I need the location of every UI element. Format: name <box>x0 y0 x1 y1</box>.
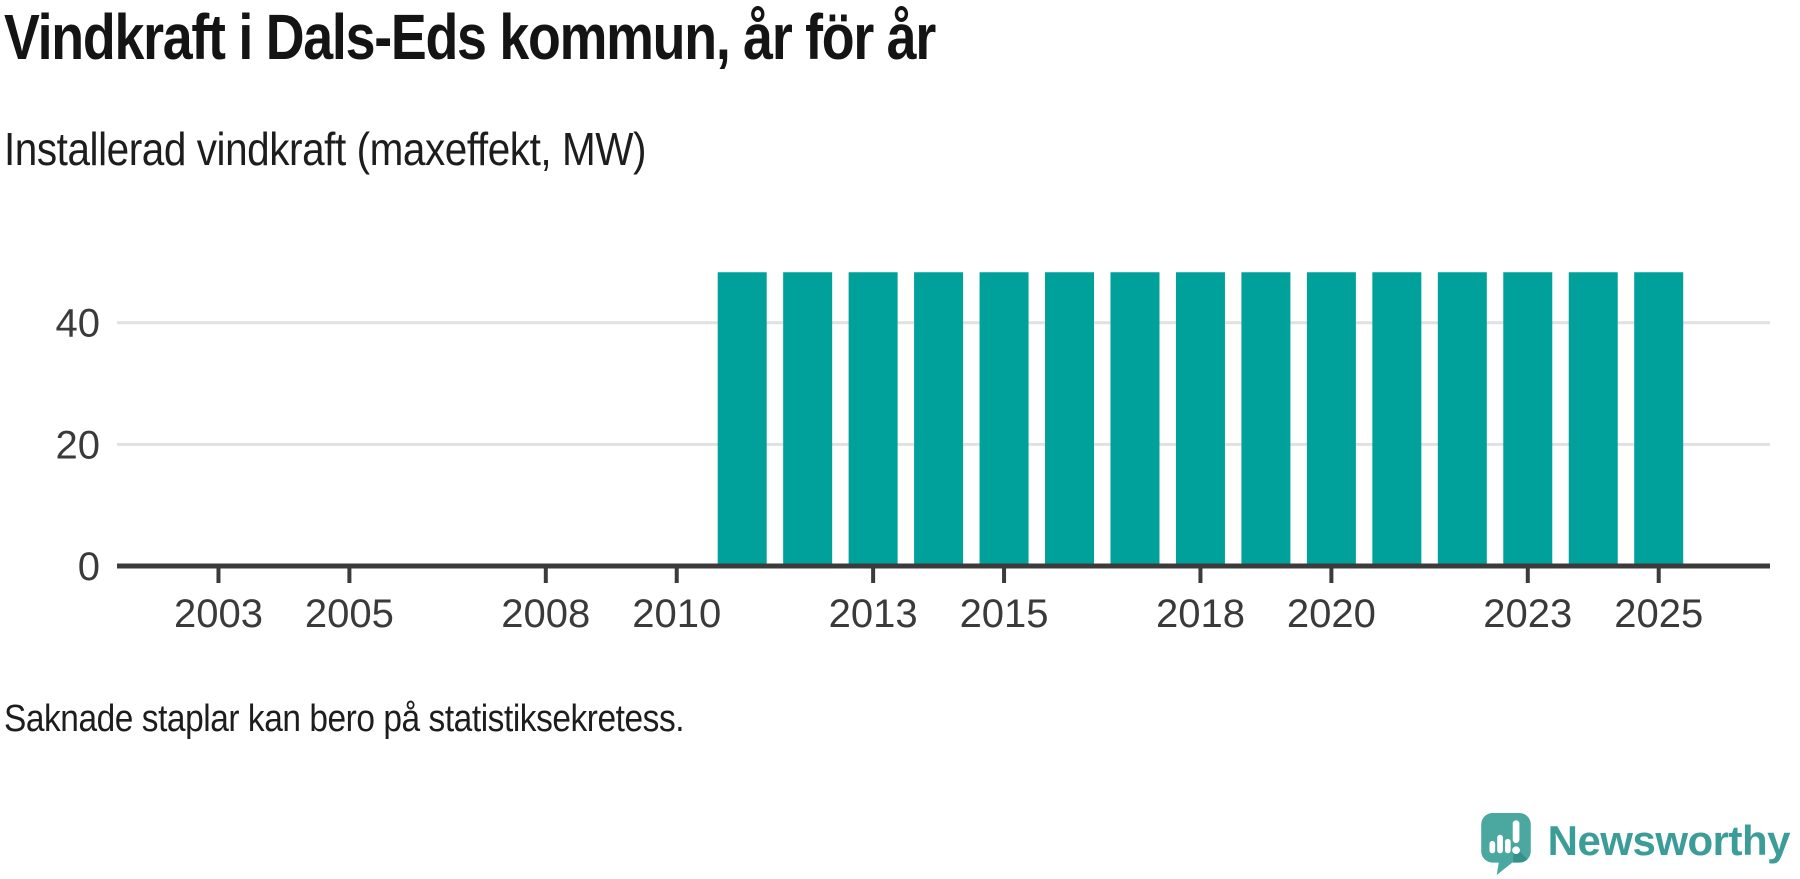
logo-shadow <box>1512 845 1531 863</box>
bar-2020 <box>1306 272 1356 566</box>
bar-2011 <box>717 272 767 566</box>
bar-2019 <box>1241 272 1291 566</box>
bar-chart: 2003 2005 2008 2010 2013 2015 2018 2020 2023 2025… <box>56 272 1770 636</box>
bar-2016 <box>1045 272 1095 566</box>
x-tick-label-2025: 2025 <box>1614 592 1703 636</box>
x-tick-label-2020: 2020 <box>1287 592 1376 636</box>
footnote: Saknade staplar kan bero på statistiksek… <box>4 698 685 740</box>
chart-title: Vindkraft i Dals-Eds kommun, år för år <box>4 1 936 73</box>
x-tick-label-2015: 2015 <box>960 592 1049 636</box>
bar-2015 <box>979 272 1029 566</box>
x-tick-label-2013: 2013 <box>829 592 918 636</box>
logo-bar-3 <box>1504 838 1511 854</box>
x-tick-label-2003: 2003 <box>174 592 263 636</box>
brand: Newsworthy <box>1480 812 1791 876</box>
bar-2014 <box>914 272 964 566</box>
logo-exclamation-dot <box>1511 846 1520 855</box>
bar-2025 <box>1634 272 1684 566</box>
bar-2021 <box>1372 272 1422 566</box>
y-tick-label-0: 0 <box>78 545 100 589</box>
x-tick-label-2010: 2010 <box>632 592 721 636</box>
x-tick-label-2018: 2018 <box>1156 592 1245 636</box>
x-tick-label-2023: 2023 <box>1483 592 1572 636</box>
logo-exclamation-bar <box>1512 820 1520 843</box>
bar-2012 <box>783 272 833 566</box>
x-tick-label-2005: 2005 <box>305 592 394 636</box>
x-tick-label-2008: 2008 <box>501 592 590 636</box>
bar-2018 <box>1175 272 1225 566</box>
newsworthy-logo-icon <box>1480 813 1531 875</box>
bar-2024 <box>1568 272 1618 566</box>
y-tick-label-20: 20 <box>56 423 101 467</box>
chart-subtitle: Installerad vindkraft (maxeffekt, MW) <box>4 123 647 175</box>
logo-bar-2 <box>1496 834 1503 854</box>
brand-name: Newsworthy <box>1547 817 1791 864</box>
bar-2013 <box>848 272 898 566</box>
y-tick-label-40: 40 <box>56 302 101 346</box>
bar-2022 <box>1437 272 1487 566</box>
bar-2023 <box>1503 272 1553 566</box>
bar-2017 <box>1110 272 1160 566</box>
logo-bar-1 <box>1489 840 1495 854</box>
